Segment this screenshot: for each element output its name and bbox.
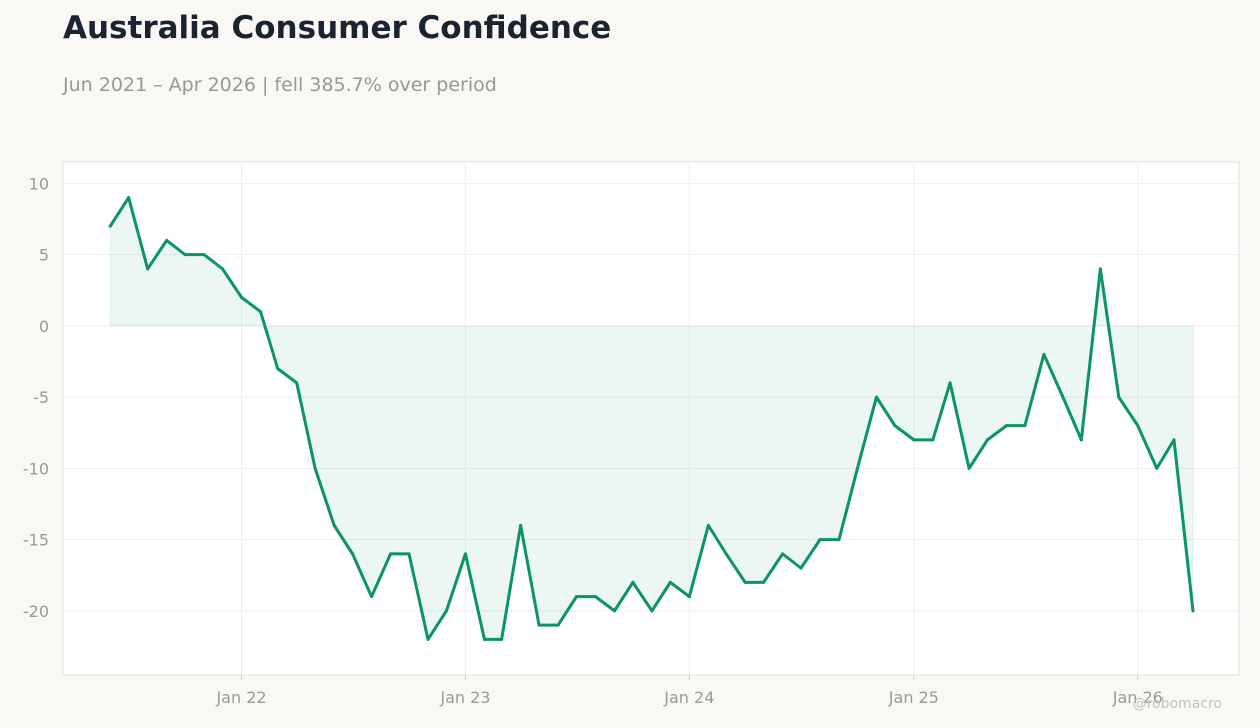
y-tick-label: -10 xyxy=(23,459,49,478)
data-point xyxy=(574,595,578,599)
data-point xyxy=(482,637,486,641)
data-point xyxy=(799,566,803,570)
data-point xyxy=(240,295,244,299)
data-point xyxy=(931,438,935,442)
data-point xyxy=(1117,395,1121,399)
data-point xyxy=(1042,352,1046,356)
data-point xyxy=(967,466,971,470)
y-tick-label: 10 xyxy=(29,174,49,193)
data-point xyxy=(1155,466,1159,470)
data-point xyxy=(108,224,112,228)
data-point xyxy=(687,595,691,599)
data-point xyxy=(146,267,150,271)
data-point xyxy=(389,552,393,556)
y-tick-label: -15 xyxy=(23,531,49,550)
data-points xyxy=(108,196,1195,641)
data-point xyxy=(1004,424,1008,428)
y-tick-label: -5 xyxy=(33,388,49,407)
data-point xyxy=(444,609,448,613)
data-point xyxy=(332,523,336,527)
watermark: @robomacro xyxy=(1132,696,1222,712)
data-point xyxy=(537,623,541,627)
data-point xyxy=(706,523,710,527)
data-point xyxy=(127,196,131,200)
data-point xyxy=(351,552,355,556)
data-point xyxy=(220,267,224,271)
x-tick-label: Jan 24 xyxy=(663,688,714,707)
data-point xyxy=(837,538,841,542)
data-point xyxy=(668,580,672,584)
data-point xyxy=(855,466,859,470)
y-axis-ticks: 10 5 0 -5 -10 -15 -20 xyxy=(23,174,49,621)
data-point xyxy=(985,438,989,442)
data-point xyxy=(893,424,897,428)
data-point xyxy=(948,381,952,385)
data-point xyxy=(912,438,916,442)
data-point xyxy=(183,253,187,257)
data-point xyxy=(1172,438,1176,442)
data-point xyxy=(407,552,411,556)
x-tick-label: Jan 23 xyxy=(439,688,490,707)
gridlines xyxy=(63,162,1239,675)
data-point xyxy=(165,238,169,242)
data-point xyxy=(631,580,635,584)
data-point xyxy=(1061,395,1065,399)
data-point xyxy=(519,523,523,527)
data-point xyxy=(650,609,654,613)
x-tick-label: Jan 22 xyxy=(215,688,266,707)
y-tick-label: 0 xyxy=(39,317,49,336)
data-point xyxy=(202,253,206,257)
data-point xyxy=(593,595,597,599)
data-point xyxy=(259,310,263,314)
data-point xyxy=(313,466,317,470)
data-point xyxy=(612,609,616,613)
x-tick-label: Jan 25 xyxy=(888,688,939,707)
data-point xyxy=(1191,609,1195,613)
y-tick-label: -20 xyxy=(23,602,49,621)
data-point xyxy=(1023,424,1027,428)
x-axis-ticks: Jan 22 Jan 23 Jan 24 Jan 25 Jan 26 xyxy=(215,675,1163,707)
y-tick-label: 5 xyxy=(39,246,49,265)
chart-title: Australia Consumer Confidence xyxy=(63,10,612,46)
data-point xyxy=(1098,267,1102,271)
data-point xyxy=(874,395,878,399)
data-point xyxy=(500,637,504,641)
data-point xyxy=(818,538,822,542)
data-point xyxy=(743,580,747,584)
data-point xyxy=(370,595,374,599)
data-point xyxy=(426,637,430,641)
x-tick-label: Jan 26 xyxy=(1112,688,1163,707)
data-point xyxy=(724,552,728,556)
data-point xyxy=(762,580,766,584)
chart-subtitle: Jun 2021 – Apr 2026 | fell 385.7% over p… xyxy=(63,74,497,96)
data-point xyxy=(781,552,785,556)
data-point xyxy=(1136,424,1140,428)
data-point xyxy=(463,552,467,556)
data-point xyxy=(276,367,280,371)
data-point xyxy=(1079,438,1083,442)
data-point xyxy=(556,623,560,627)
data-point xyxy=(295,381,299,385)
plot-area xyxy=(62,161,1240,676)
